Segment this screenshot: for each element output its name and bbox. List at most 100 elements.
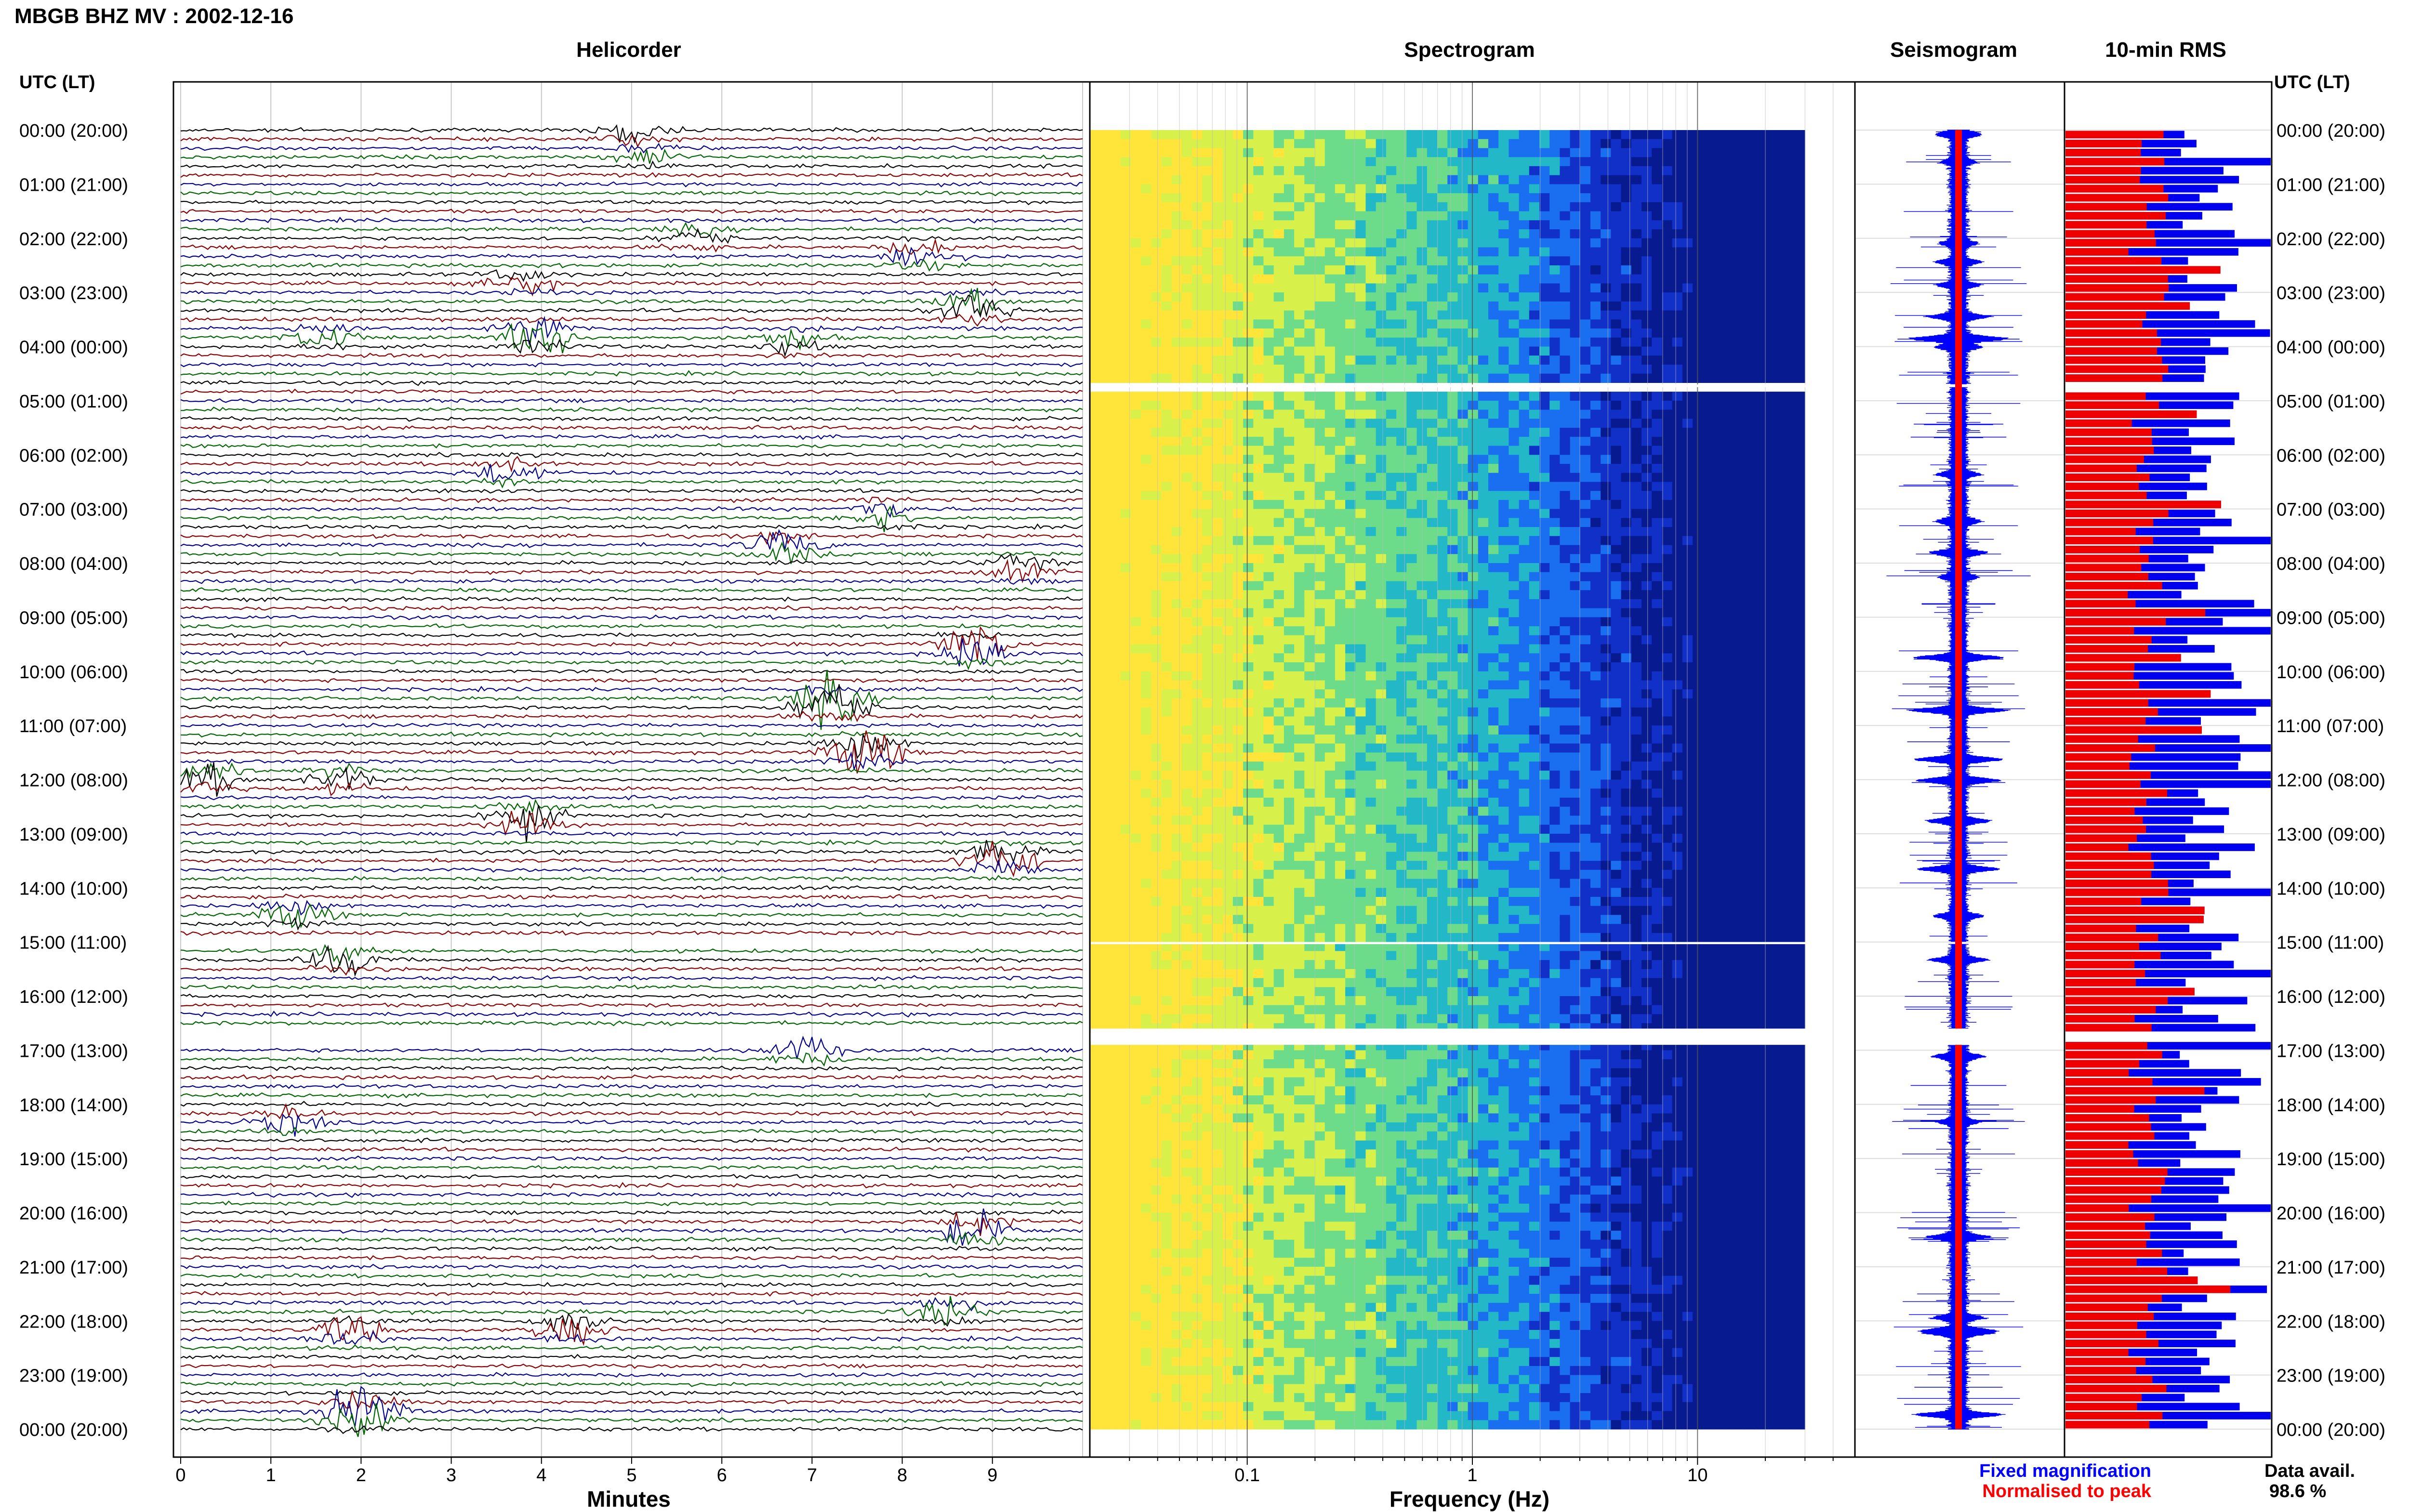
spectrogram-cell [1713, 473, 1724, 482]
spectrogram-cell [1120, 400, 1131, 410]
spectrogram-cell [1141, 572, 1152, 581]
spectrogram-cell [1171, 166, 1182, 176]
spectrogram-cell [1090, 139, 1100, 148]
spectrogram-cell [1273, 238, 1284, 248]
spectrogram-cell [1682, 329, 1693, 338]
spectrogram-cell [1774, 130, 1785, 140]
spectrogram-cell [1386, 130, 1397, 140]
spectrogram-cell [1539, 400, 1550, 410]
spectrogram-cell [1754, 346, 1765, 356]
spectrogram-cell [1529, 419, 1540, 428]
spectrogram-cell [1631, 220, 1642, 230]
spectrogram-cell [1253, 157, 1264, 167]
spectrogram-cell [1549, 572, 1560, 581]
spectrogram-cell [1652, 193, 1663, 203]
spectrogram-cell [1120, 238, 1131, 248]
spectrogram-cell [1263, 220, 1274, 230]
spectrogram-cell [1376, 301, 1387, 311]
spectrogram-cell [1519, 419, 1530, 428]
spectrogram-cell [1141, 436, 1152, 447]
spectrogram-cell [1601, 184, 1611, 194]
spectrogram-cell [1723, 428, 1734, 437]
spectrogram-cell [1324, 419, 1336, 428]
spectrogram-cell [1733, 292, 1744, 302]
spectrogram-cell [1273, 301, 1284, 311]
spectrogram-cell [1570, 392, 1581, 401]
helicorder-trace [180, 124, 1083, 144]
spectrogram-cell [1580, 734, 1591, 744]
spectrogram-cell [1263, 599, 1274, 609]
spectrogram-cell [1509, 590, 1520, 600]
spectrogram-cell [1795, 662, 1805, 672]
spectrogram-cell [1355, 211, 1366, 221]
spectrogram-cell [1784, 419, 1795, 428]
spectrogram-cell [1263, 644, 1274, 654]
spectrogram-cell [1181, 130, 1192, 140]
spectrogram-cell [1713, 455, 1724, 464]
spectrogram-cell [1468, 175, 1479, 184]
spectrogram-cell [1519, 662, 1530, 672]
spectrogram-cell [1386, 301, 1397, 311]
spectrogram-cell [1284, 626, 1295, 636]
spectrogram-cell [1222, 644, 1233, 654]
spectrogram-cell [1590, 527, 1601, 537]
spectrogram-cell [1590, 220, 1601, 230]
spectrogram-cell [1365, 292, 1377, 302]
spectrogram-cell [1457, 446, 1469, 455]
spectrogram-cell [1652, 301, 1663, 311]
helicorder-trace [180, 984, 1083, 990]
spectrogram-cell [1345, 220, 1356, 230]
spectrogram-cell [1713, 734, 1724, 744]
spectrogram-cell [1498, 536, 1509, 546]
spectrogram-cell [1754, 536, 1765, 546]
spectrogram-cell [1733, 184, 1744, 194]
spectrogram-cell [1406, 554, 1417, 564]
spectrogram-cell [1304, 617, 1315, 627]
spectrogram-cell [1376, 635, 1387, 645]
spectrogram-cell [1519, 545, 1530, 554]
spectrogram-cell [1672, 509, 1683, 518]
spectrogram-cell [1447, 545, 1458, 554]
spectrogram-cell [1468, 292, 1479, 302]
spectrogram-cell [1662, 662, 1673, 672]
spectrogram-cell [1202, 292, 1213, 302]
spectrogram-cell [1161, 473, 1172, 482]
spectrogram-cell [1263, 283, 1274, 293]
spectrogram-cell [1488, 428, 1499, 437]
spectrogram-cell [1539, 617, 1550, 627]
spectrogram-cell [1100, 355, 1111, 365]
spectrogram-cell [1110, 509, 1121, 518]
spectrogram-cell [1263, 365, 1274, 374]
spectrogram-cell [1601, 689, 1611, 699]
helicorder-trace [180, 614, 1083, 620]
spectrogram-cell [1468, 608, 1479, 618]
spectrogram-cell [1519, 509, 1530, 518]
spectrogram-cell [1243, 554, 1254, 564]
spectrogram-cell [1263, 193, 1274, 203]
spectrogram-cell [1703, 392, 1714, 401]
spectrogram-cell [1284, 752, 1295, 762]
spectrogram-cell [1171, 554, 1182, 564]
spectrogram-cell [1406, 464, 1417, 473]
spectrogram-cell [1672, 256, 1683, 266]
spectrogram-cell [1478, 365, 1489, 374]
spectrogram-cell [1284, 680, 1295, 690]
spectrogram-cell [1784, 608, 1795, 618]
spectrogram-cell [1202, 428, 1213, 437]
spectrogram-cell [1509, 283, 1520, 293]
spectrogram-cell [1304, 500, 1315, 510]
spectrogram-cell [1171, 419, 1182, 428]
spectrogram-cell [1580, 202, 1591, 212]
spectrogram-cell [1631, 301, 1642, 311]
spectrogram-cell [1202, 175, 1213, 184]
spectrogram-cell [1294, 572, 1305, 581]
spectrogram-cell [1427, 346, 1438, 356]
spectrogram-cell [1396, 148, 1407, 158]
spectrogram-cell [1161, 590, 1172, 600]
spectrogram-cell [1641, 716, 1652, 726]
spectrogram-cell [1212, 635, 1223, 645]
spectrogram-cell [1243, 193, 1254, 203]
spectrogram-cell [1457, 509, 1469, 518]
spectrogram-cell [1406, 220, 1417, 230]
spectrogram-cell [1560, 455, 1571, 464]
